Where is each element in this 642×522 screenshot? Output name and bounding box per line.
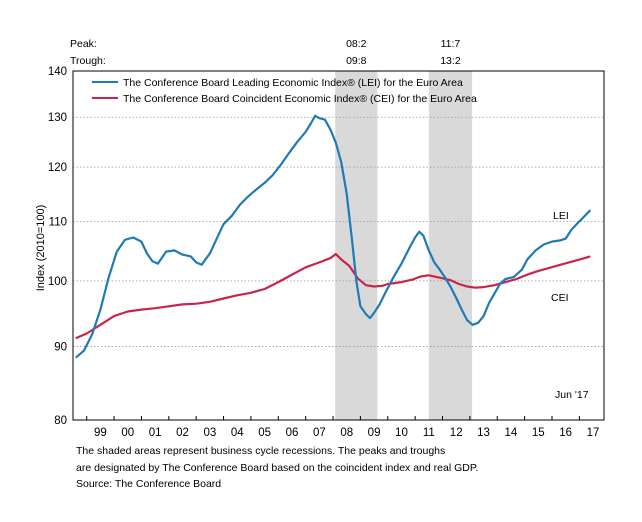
x-tick-label: 14 — [505, 427, 518, 439]
x-tick-label: 09 — [368, 427, 381, 439]
y-tick-label: 140 — [48, 66, 67, 78]
x-tick-label: 17 — [587, 427, 600, 439]
recession-trough-label: 13:2 — [440, 55, 461, 67]
x-tick-label: 07 — [313, 427, 326, 439]
x-tick-label: 02 — [176, 427, 189, 439]
recession-band — [335, 71, 378, 420]
x-tick-label: 12 — [450, 427, 463, 439]
y-tick-label: 110 — [49, 216, 67, 228]
x-tick-label: 03 — [203, 427, 216, 439]
y-axis: 80 90 100 110 120 130 140 — [48, 66, 67, 427]
trough-header: Trough: — [70, 55, 106, 67]
recession-peak-label: 11:7 — [441, 38, 461, 50]
cei-line — [75, 252, 591, 340]
legend-label-lei: The Conference Board Leading Economic In… — [123, 77, 463, 89]
cei-end-label: CEI — [551, 292, 569, 304]
recession-trough-label: 09:8 — [346, 55, 367, 67]
note-line-2: are designated by The Conference Board b… — [76, 461, 479, 474]
peak-header: Peak: — [70, 38, 97, 50]
recession-shading — [335, 71, 473, 420]
recession-band — [428, 71, 473, 420]
lei-end-label: LEI — [553, 210, 569, 222]
source-line: Source: The Conference Board — [76, 478, 222, 490]
legend-label-cei: The Conference Board Coincident Economic… — [123, 93, 477, 105]
x-tick-label: 15 — [532, 427, 545, 439]
x-tick-label: 10 — [395, 427, 408, 439]
series-lines — [74, 114, 592, 359]
y-tick-label: 130 — [48, 112, 67, 124]
x-axis: 99 00 01 02 03 04 05 06 07 08 09 10 11 12 13 14 15 16 17 — [86, 416, 600, 439]
recession-labels: Peak: Trough: 08:2 09:8 11:7 13:2 — [70, 38, 461, 67]
footnotes: The shaded areas represent business cycl… — [76, 443, 636, 493]
x-tick-label: 99 — [94, 427, 107, 439]
chart-figure: 80 90 100 110 120 130 140 99 00 01 02 03 04 05 06 07 08… — [35, 38, 605, 439]
x-tick-label: 08 — [340, 427, 353, 439]
x-tick-label: 05 — [258, 427, 271, 439]
y-gridlines — [73, 116, 604, 347]
y-tick-label: 100 — [48, 276, 67, 288]
lei-line — [74, 114, 592, 359]
x-tick-label: 04 — [231, 427, 244, 439]
y-tick-label: 120 — [48, 162, 67, 174]
y-axis-label: Index (2010=100) — [35, 205, 47, 292]
y-tick-label: 80 — [54, 415, 67, 427]
x-tick-label: 00 — [121, 427, 134, 439]
x-tick-label: 13 — [477, 427, 490, 439]
date-note: Jun '17 — [555, 389, 589, 401]
x-tick-label: 01 — [149, 427, 162, 439]
plot-frame — [72, 70, 605, 421]
x-tick-label: 06 — [286, 427, 299, 439]
x-tick-label: 11 — [423, 427, 435, 439]
recession-peak-label: 08:2 — [346, 38, 367, 50]
x-tick-label: 16 — [559, 427, 572, 439]
y-tick-label: 90 — [54, 342, 67, 354]
legend: The Conference Board Leading Economic In… — [92, 77, 477, 105]
note-line-1: The shaded areas represent business cycl… — [76, 445, 446, 457]
